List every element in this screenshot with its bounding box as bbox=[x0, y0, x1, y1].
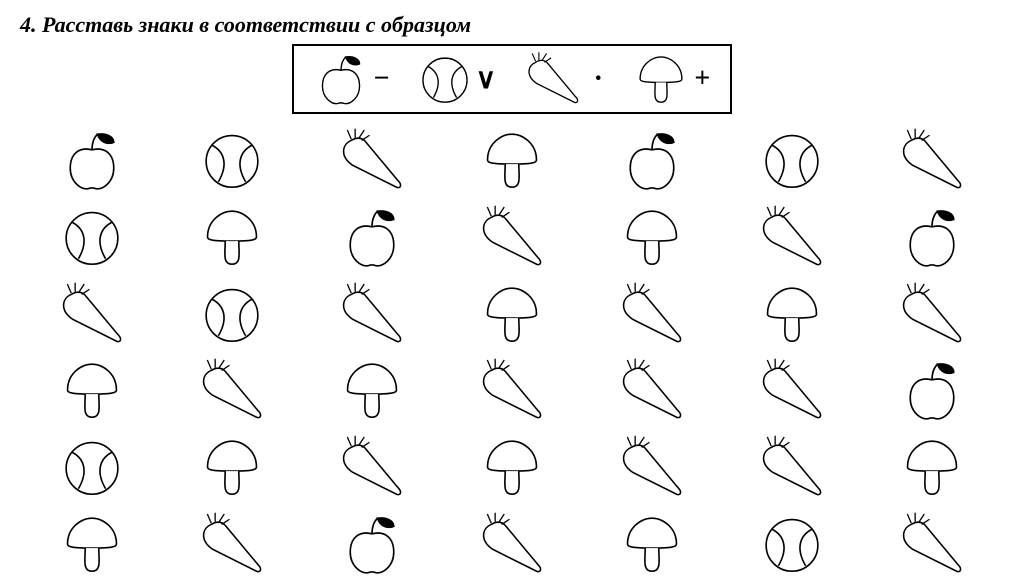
ball-icon bbox=[758, 126, 826, 194]
ball-icon bbox=[58, 203, 126, 271]
mushroom-icon bbox=[198, 203, 266, 271]
grid-cell bbox=[862, 505, 1002, 582]
grid-cell bbox=[862, 275, 1002, 352]
mushroom-icon bbox=[478, 280, 546, 348]
grid-cell bbox=[302, 352, 442, 429]
apple-icon bbox=[898, 356, 966, 424]
grid-cell bbox=[582, 199, 722, 276]
mushroom-icon bbox=[632, 50, 690, 108]
grid-cell bbox=[582, 275, 722, 352]
legend-sign: + bbox=[692, 63, 712, 95]
grid-cell bbox=[722, 199, 862, 276]
carrot-icon bbox=[753, 356, 831, 424]
carrot-icon bbox=[333, 433, 411, 501]
apple-icon bbox=[338, 510, 406, 578]
task-title: 4. Расставь знаки в соответствии с образ… bbox=[20, 12, 1004, 38]
carrot-icon bbox=[753, 203, 831, 271]
grid-cell bbox=[22, 275, 162, 352]
carrot-icon bbox=[893, 126, 971, 194]
grid-cell bbox=[862, 429, 1002, 506]
grid-cell bbox=[722, 429, 862, 506]
carrot-icon bbox=[893, 510, 971, 578]
apple-icon bbox=[618, 126, 686, 194]
carrot-icon bbox=[613, 433, 691, 501]
grid-cell bbox=[22, 199, 162, 276]
grid-cell bbox=[582, 122, 722, 199]
carrot-icon bbox=[333, 126, 411, 194]
legend-item-ball: ∨ bbox=[416, 50, 496, 108]
grid-cell bbox=[162, 122, 302, 199]
mushroom-icon bbox=[478, 433, 546, 501]
mushroom-icon bbox=[758, 280, 826, 348]
grid-cell bbox=[302, 122, 442, 199]
apple-icon bbox=[898, 203, 966, 271]
carrot-icon bbox=[193, 510, 271, 578]
mushroom-icon bbox=[58, 356, 126, 424]
grid-cell bbox=[162, 505, 302, 582]
grid-cell bbox=[722, 275, 862, 352]
mushroom-icon bbox=[198, 433, 266, 501]
grid-cell bbox=[302, 505, 442, 582]
grid-cell bbox=[582, 505, 722, 582]
legend-item-mushroom: + bbox=[632, 50, 712, 108]
ball-icon bbox=[758, 510, 826, 578]
carrot-icon bbox=[473, 510, 551, 578]
mushroom-icon bbox=[58, 510, 126, 578]
grid-cell bbox=[162, 275, 302, 352]
mushroom-icon bbox=[478, 126, 546, 194]
legend-sign: · bbox=[588, 63, 608, 95]
carrot-icon bbox=[333, 280, 411, 348]
apple-icon bbox=[58, 126, 126, 194]
grid-cell bbox=[442, 199, 582, 276]
mushroom-icon bbox=[618, 203, 686, 271]
carrot-icon bbox=[473, 203, 551, 271]
grid-cell bbox=[302, 199, 442, 276]
grid-cell bbox=[582, 352, 722, 429]
ball-icon bbox=[58, 433, 126, 501]
carrot-icon bbox=[613, 280, 691, 348]
grid-cell bbox=[162, 352, 302, 429]
mushroom-icon bbox=[618, 510, 686, 578]
carrot-icon bbox=[613, 356, 691, 424]
carrot-icon bbox=[193, 356, 271, 424]
ball-icon bbox=[198, 280, 266, 348]
carrot-icon bbox=[53, 280, 131, 348]
grid-cell bbox=[442, 505, 582, 582]
legend-item-carrot: · bbox=[520, 50, 609, 108]
grid-cell bbox=[302, 275, 442, 352]
grid-cell bbox=[302, 429, 442, 506]
carrot-icon bbox=[473, 356, 551, 424]
carrot-icon bbox=[893, 280, 971, 348]
grid-cell bbox=[442, 275, 582, 352]
mushroom-icon bbox=[898, 433, 966, 501]
grid-cell bbox=[162, 199, 302, 276]
grid-cell bbox=[22, 505, 162, 582]
carrot-icon bbox=[753, 433, 831, 501]
grid-cell bbox=[582, 429, 722, 506]
grid-cell bbox=[722, 122, 862, 199]
legend-item-apple: − bbox=[312, 50, 392, 108]
mushroom-icon bbox=[338, 356, 406, 424]
grid-cell bbox=[862, 199, 1002, 276]
grid-cell bbox=[722, 505, 862, 582]
apple-icon bbox=[338, 203, 406, 271]
apple-icon bbox=[312, 50, 370, 108]
legend-sign: ∨ bbox=[476, 62, 496, 96]
shape-grid bbox=[22, 122, 1002, 582]
grid-cell bbox=[22, 352, 162, 429]
grid-cell bbox=[862, 122, 1002, 199]
grid-cell bbox=[862, 352, 1002, 429]
grid-cell bbox=[442, 429, 582, 506]
grid-cell bbox=[22, 429, 162, 506]
ball-icon bbox=[198, 126, 266, 194]
grid-cell bbox=[22, 122, 162, 199]
grid-cell bbox=[442, 122, 582, 199]
ball-icon bbox=[416, 50, 474, 108]
grid-cell bbox=[722, 352, 862, 429]
legend-box: − ∨ · + bbox=[292, 44, 733, 114]
grid-cell bbox=[442, 352, 582, 429]
grid-cell bbox=[162, 429, 302, 506]
legend-sign: − bbox=[372, 63, 392, 95]
carrot-icon bbox=[520, 50, 587, 108]
